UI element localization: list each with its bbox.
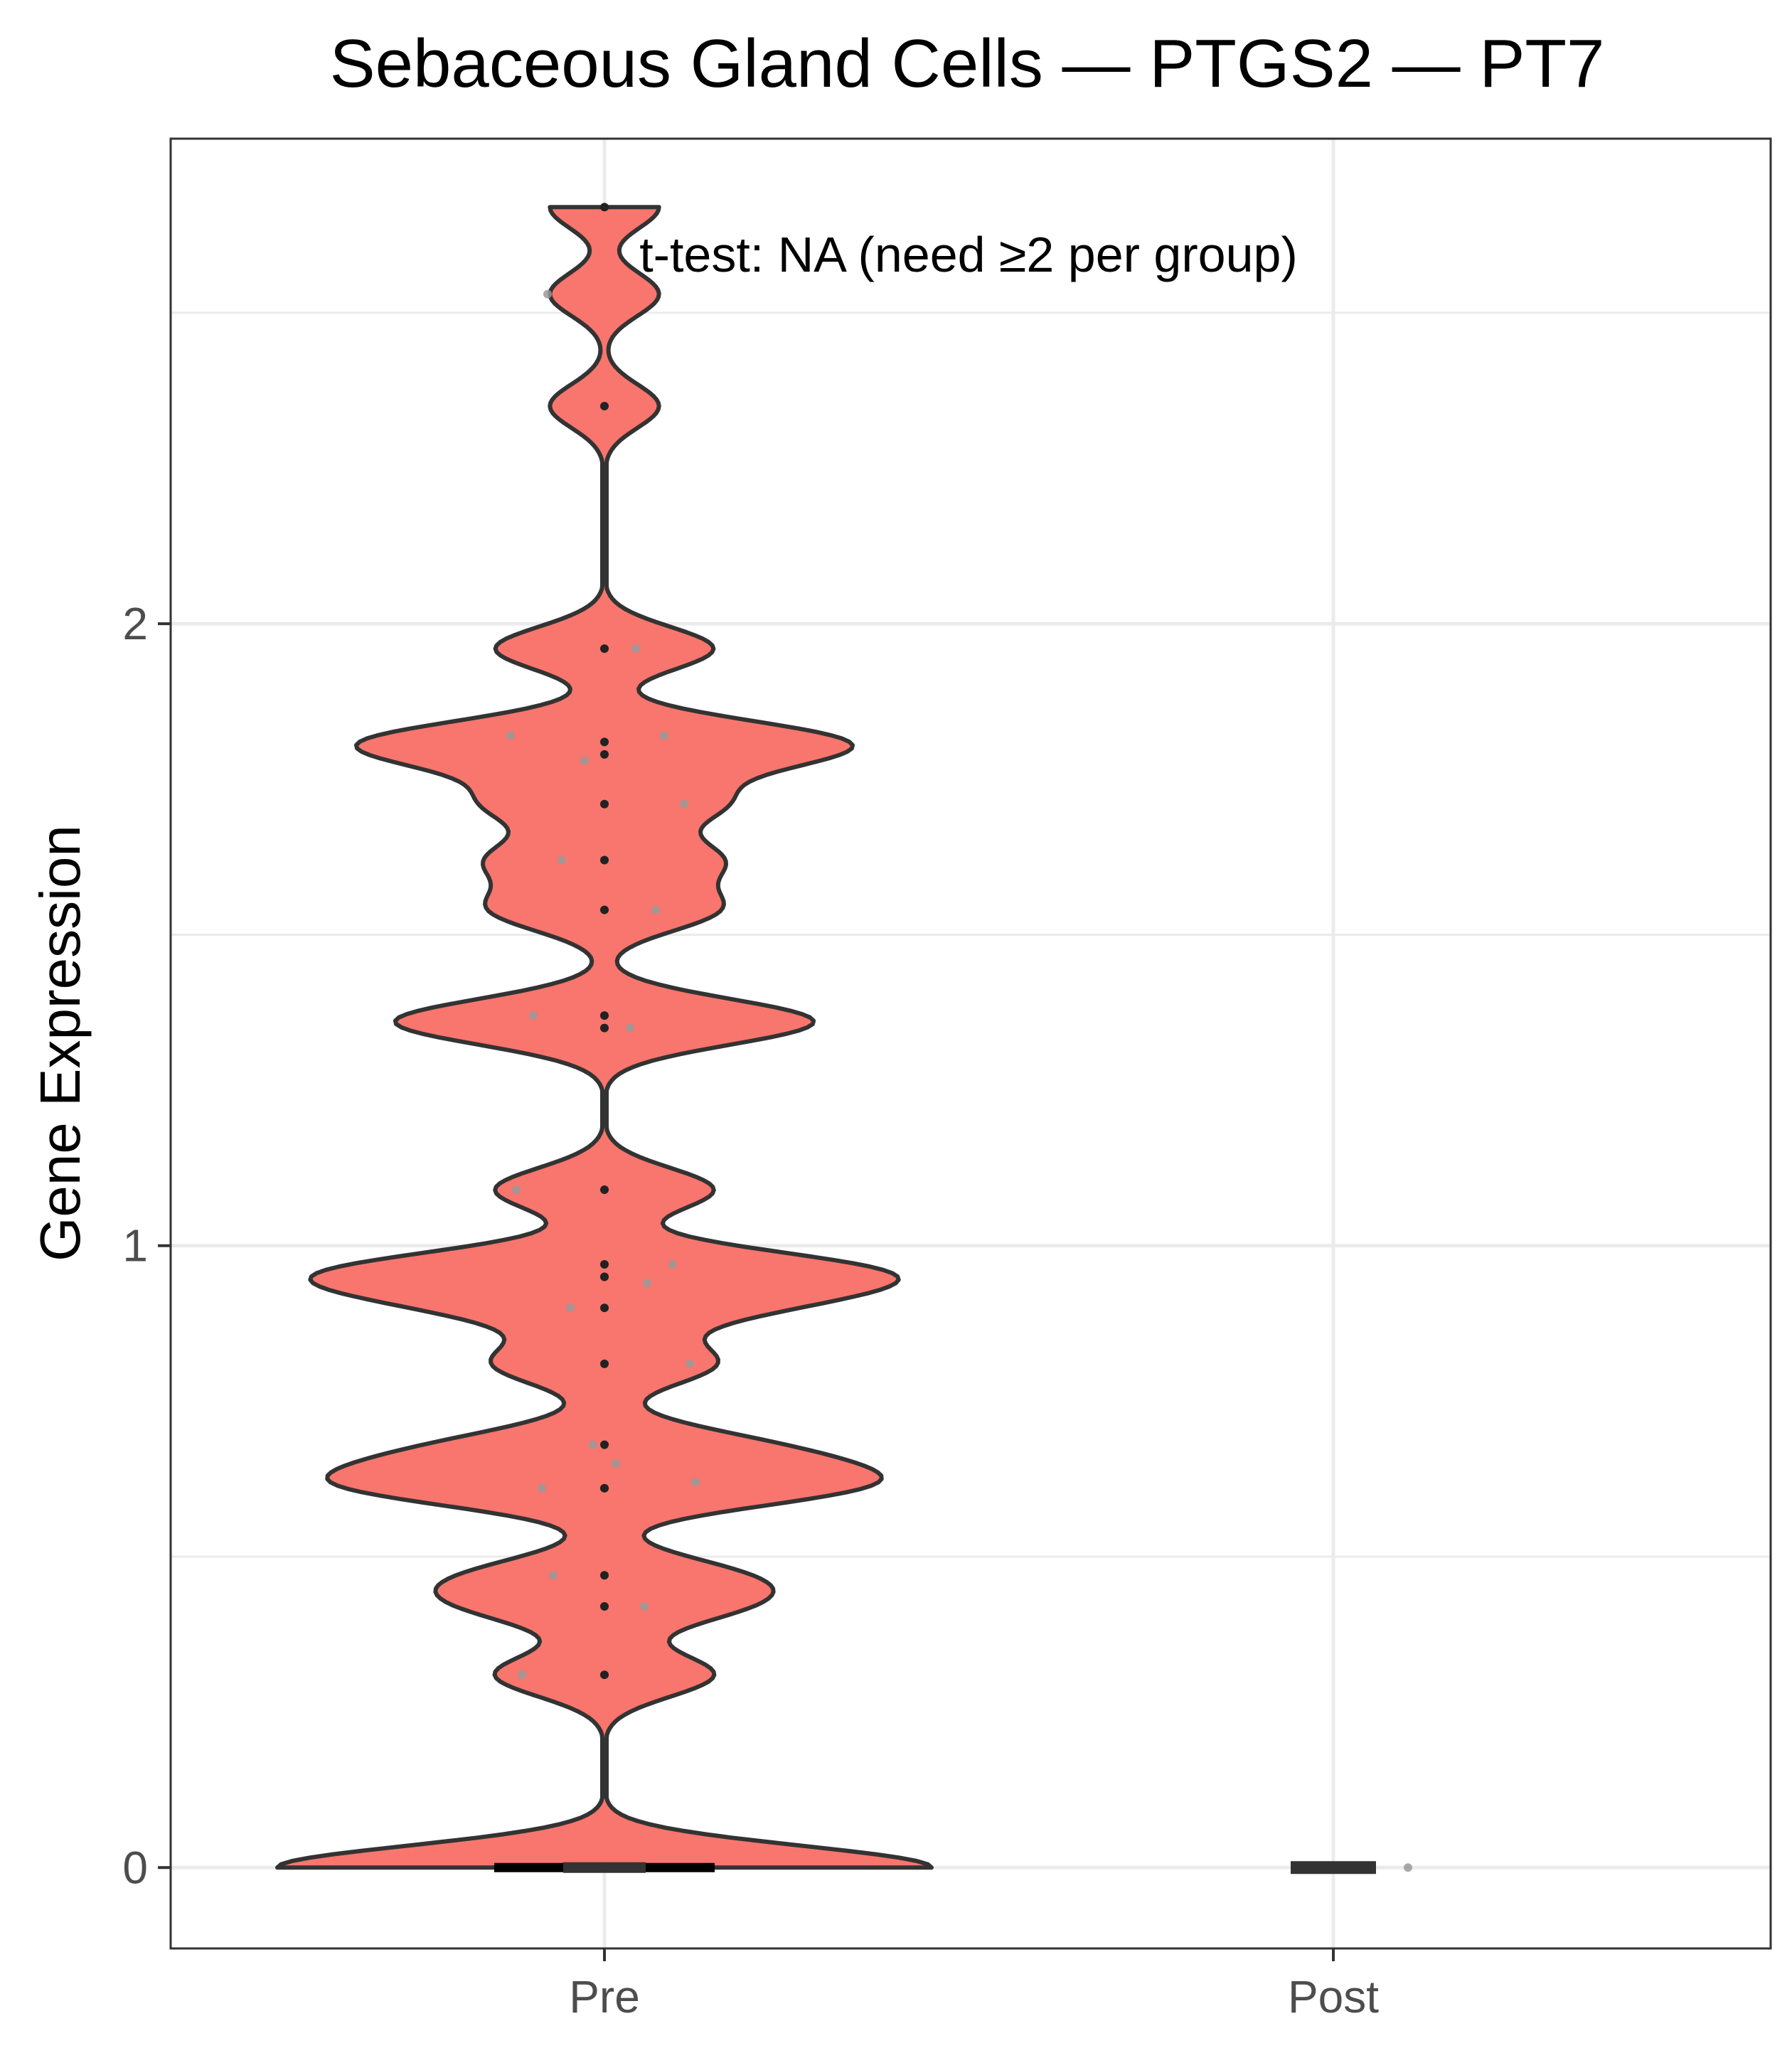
data-point [589, 1440, 597, 1449]
data-point [600, 203, 609, 212]
data-point [600, 1483, 609, 1493]
data-point [543, 289, 552, 299]
data-point [600, 1272, 609, 1281]
data-point [626, 1023, 634, 1033]
y-tick-label: 1 [122, 1220, 148, 1271]
data-point [651, 905, 660, 914]
violins [275, 205, 934, 1870]
data-point [512, 1185, 521, 1195]
data-point [518, 1670, 526, 1680]
data-point [566, 1303, 575, 1313]
y-axis: 0 1 2 [122, 598, 171, 1893]
data-point [600, 1259, 609, 1269]
data-points [506, 203, 1412, 1872]
t-test-annotation: t-test: NA (need ≥2 per group) [639, 227, 1298, 282]
data-point [549, 1571, 558, 1580]
data-point [600, 1185, 609, 1195]
x-axis: Pre Post [569, 1948, 1379, 2022]
data-point [600, 905, 609, 914]
plot-panel [171, 139, 1771, 1948]
data-point [558, 855, 566, 865]
data-point [660, 731, 668, 740]
data-point [600, 1670, 609, 1680]
data-point [612, 1458, 620, 1468]
data-point [640, 1601, 649, 1611]
data-point [680, 799, 688, 809]
data-point [600, 1601, 609, 1611]
y-axis-label: Gene Expression [28, 825, 92, 1262]
violin-pre [275, 205, 934, 1870]
data-point [691, 1478, 700, 1487]
data-point [600, 750, 609, 759]
x-tick-label: Pre [569, 1971, 640, 2022]
plot-border [169, 137, 1772, 1950]
data-point [668, 1259, 677, 1269]
data-point [600, 402, 609, 411]
data-point [643, 1279, 651, 1288]
y-tick-label: 2 [122, 598, 148, 649]
data-point [529, 1011, 538, 1020]
data-point [600, 1571, 609, 1580]
data-point [506, 731, 515, 740]
chart-title: Sebaceous Gland Cells — PTGS2 — PT7 [330, 26, 1605, 102]
x-tick-label: Post [1288, 1971, 1379, 2022]
data-point [538, 1483, 546, 1493]
data-point [631, 644, 640, 654]
data-point [600, 1011, 609, 1020]
data-point [600, 799, 609, 809]
data-point [600, 1303, 609, 1313]
data-point [600, 855, 609, 865]
data-point [600, 1023, 609, 1033]
data-point [580, 756, 589, 765]
data-point [600, 1440, 609, 1449]
data-point [686, 1359, 694, 1368]
data-point [600, 644, 609, 654]
data-point [600, 737, 609, 747]
y-tick-label: 0 [122, 1842, 148, 1893]
data-point [600, 1359, 609, 1368]
data-point [1404, 1863, 1412, 1872]
